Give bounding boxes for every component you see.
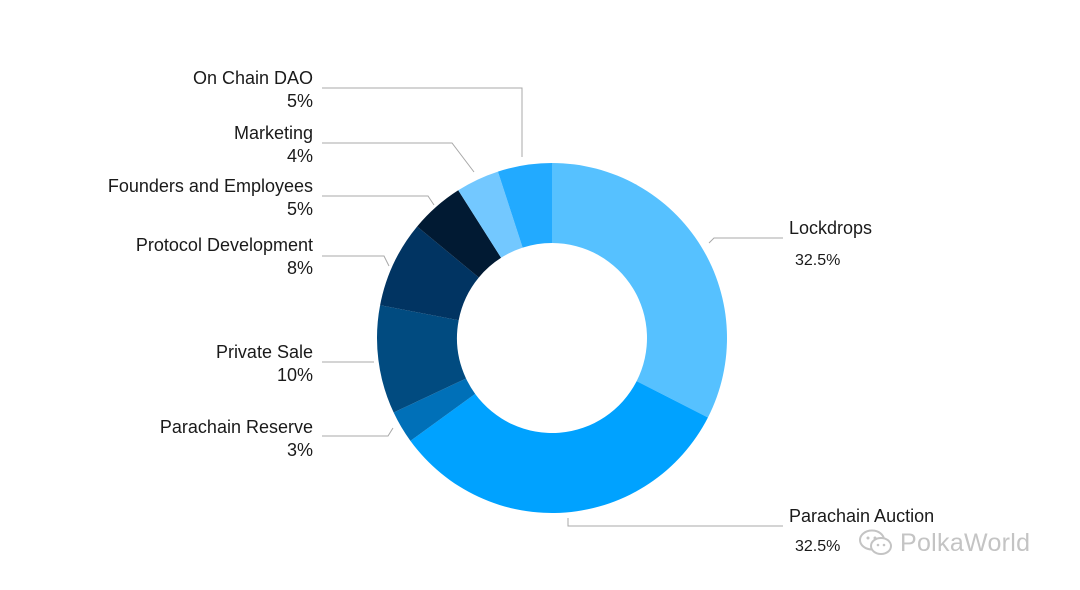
slice-parachain-auction [410, 381, 708, 514]
slice-private-sale [377, 305, 467, 413]
leader-parachain-reserve [322, 427, 394, 437]
wechat-icon [859, 529, 892, 555]
leader-marketing [322, 142, 475, 173]
leader-protocol-development [322, 255, 390, 267]
label-lockdrops: Lockdrops [789, 218, 872, 238]
watermark: PolkaWorld [858, 528, 1030, 558]
label-on-chain-dao: On Chain DAO [193, 68, 313, 88]
slice-parachain-reserve [393, 378, 476, 441]
pct-founders-and-employees: 5% [287, 199, 313, 219]
leader-lines [322, 87, 783, 527]
pct-protocol-development: 8% [287, 258, 313, 278]
leader-parachain-auction [567, 518, 783, 527]
leader-founders-and-employees [322, 195, 435, 206]
slice-founders-and-employees [417, 190, 502, 278]
pct-parachain-auction: 32.5% [795, 538, 840, 555]
pct-lockdrops: 32.5% [795, 252, 840, 269]
slice-marketing [458, 171, 523, 258]
pct-private-sale: 10% [277, 365, 313, 385]
slice-protocol-development [380, 226, 479, 321]
labels-group: On Chain DAO 5% Marketing 4% Founders an… [108, 68, 934, 555]
label-founders-and-employees: Founders and Employees [108, 176, 313, 196]
slice-on-chain-dao [497, 163, 552, 248]
label-marketing: Marketing [234, 123, 313, 143]
label-protocol-development: Protocol Development [136, 235, 313, 255]
leader-lockdrops [708, 237, 783, 244]
slice-lockdrops [552, 163, 727, 418]
label-private-sale: Private Sale [216, 342, 313, 362]
slices-group [377, 163, 727, 514]
label-parachain-auction: Parachain Auction [789, 506, 934, 526]
leader-on-chain-dao [322, 87, 523, 157]
pct-parachain-reserve: 3% [287, 440, 313, 460]
label-parachain-reserve: Parachain Reserve [160, 417, 313, 437]
watermark-text: PolkaWorld [900, 528, 1031, 557]
pct-marketing: 4% [287, 146, 313, 166]
pct-on-chain-dao: 5% [287, 91, 313, 111]
